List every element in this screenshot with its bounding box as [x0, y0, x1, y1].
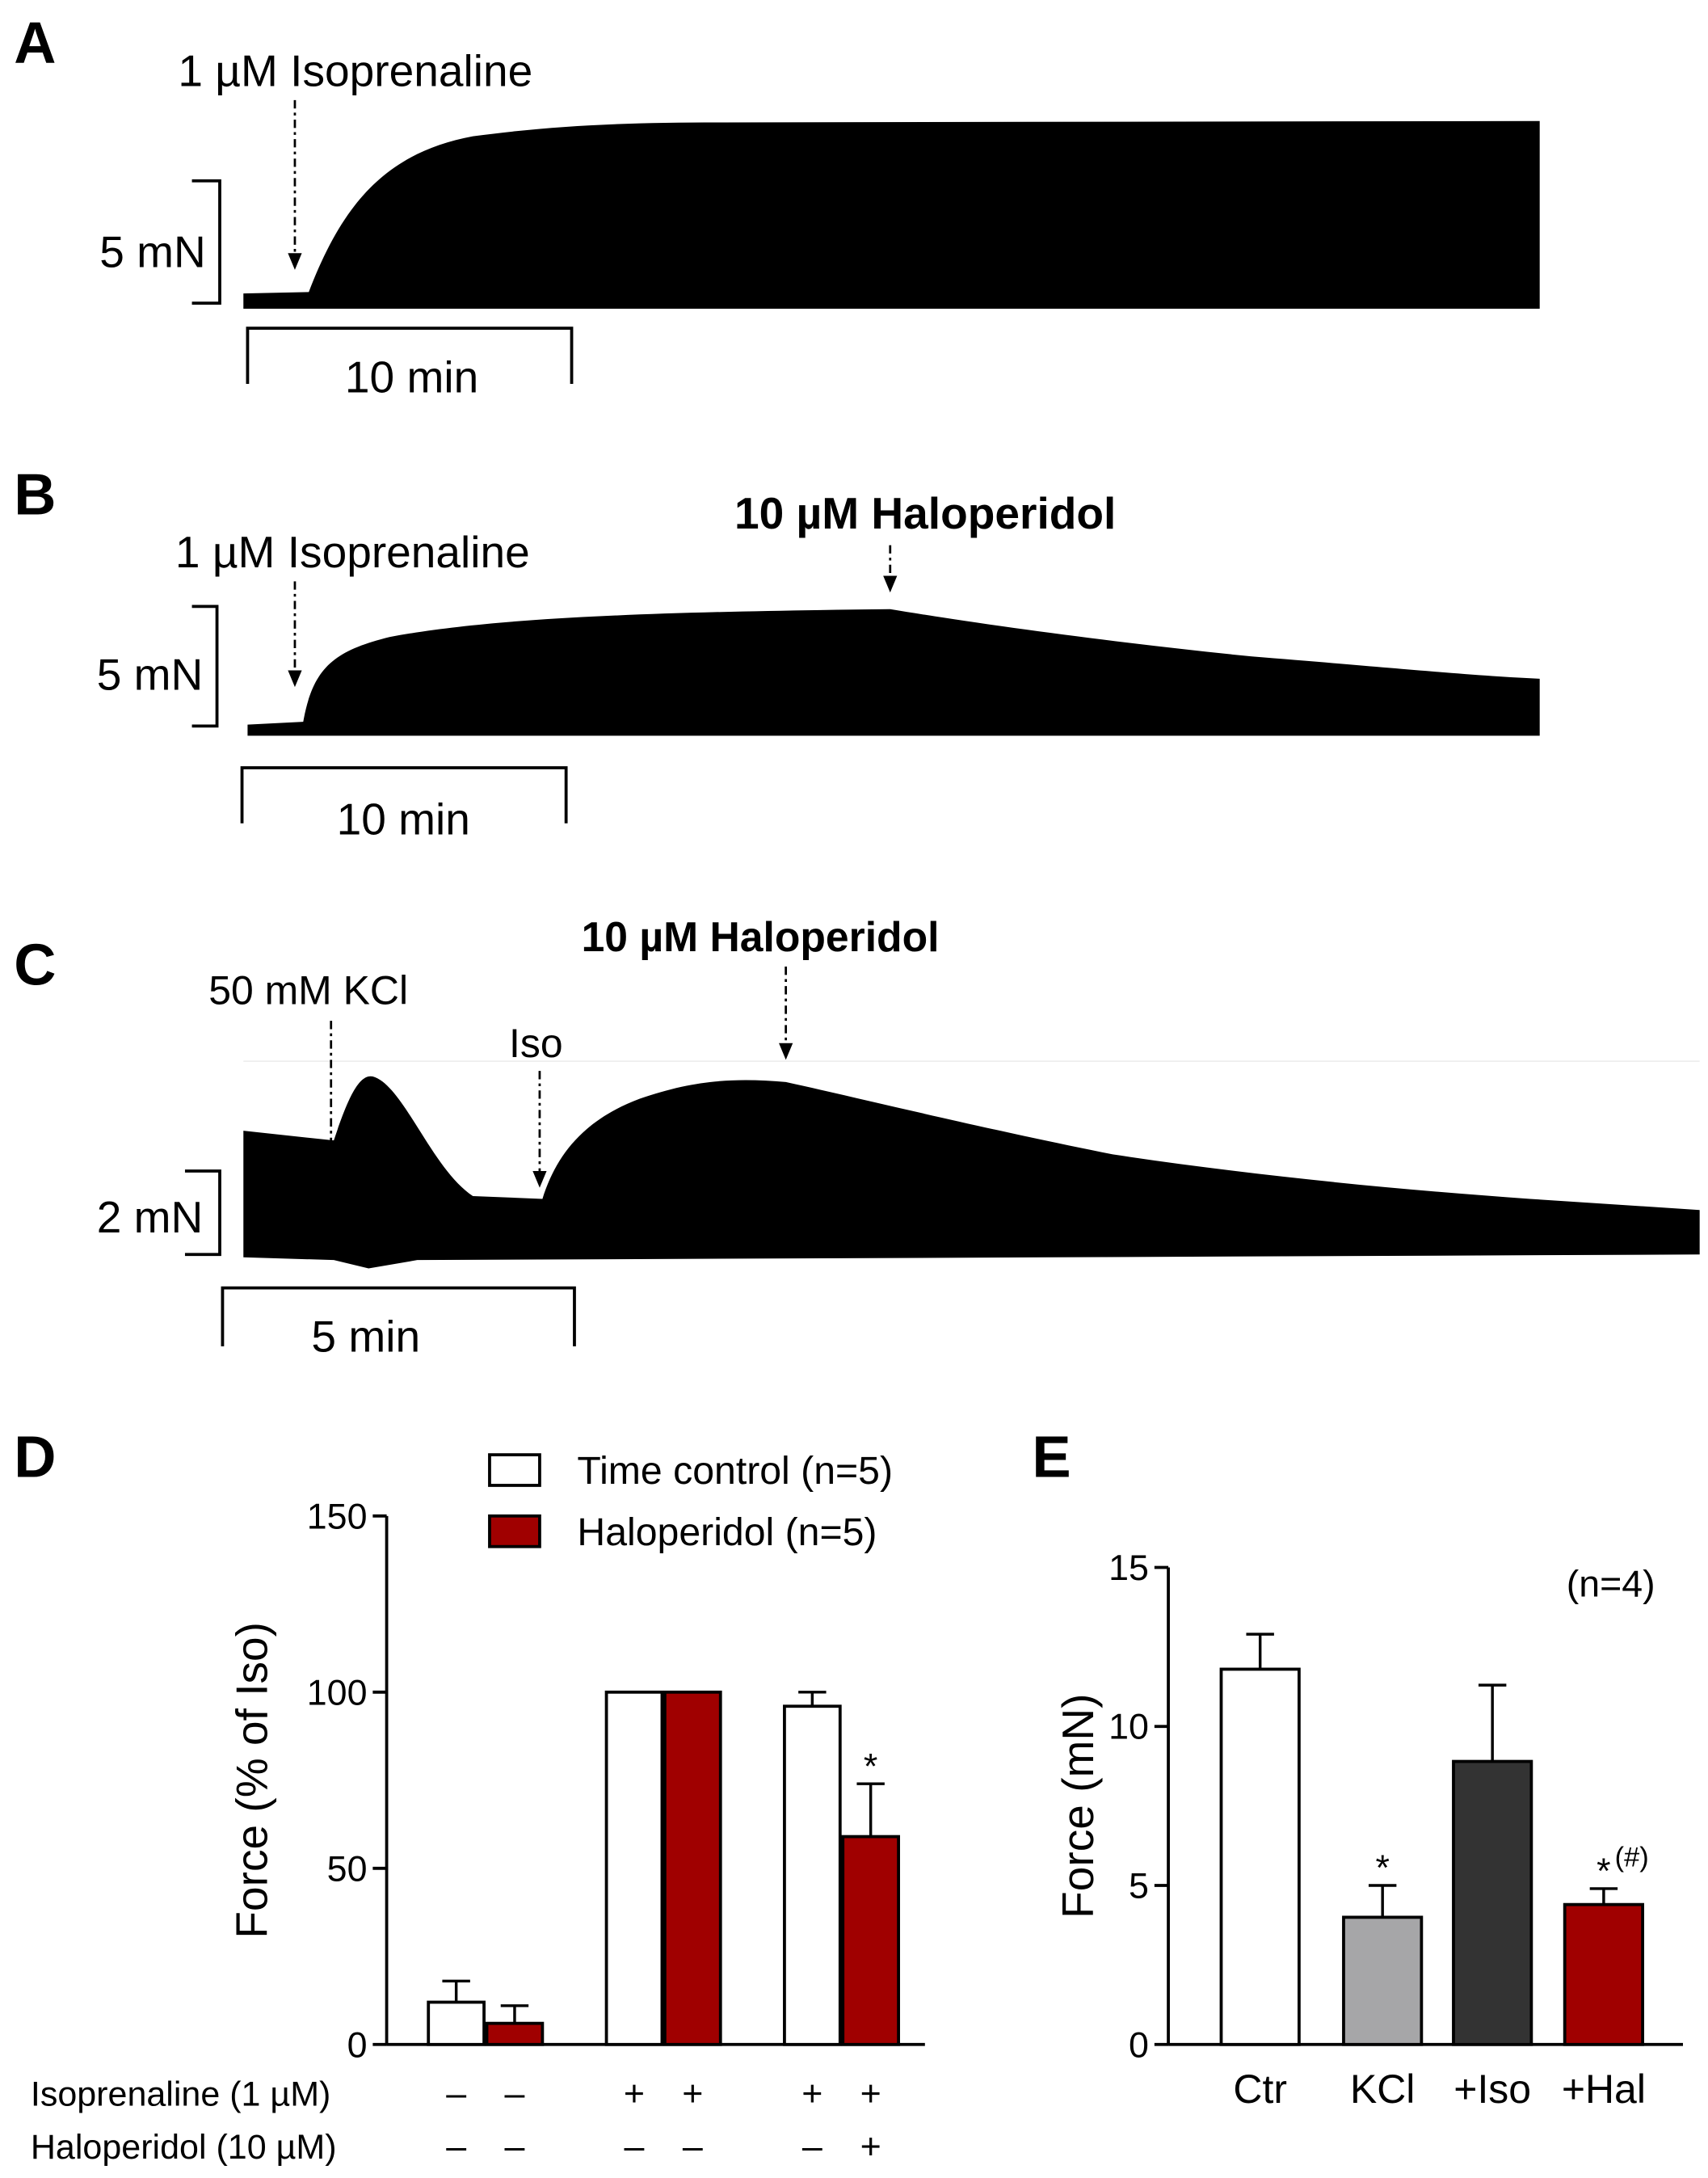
- scale-bar: [221, 1286, 576, 1346]
- annotation: 1 µM Isoprenaline: [178, 46, 532, 96]
- bar: [485, 2021, 545, 2046]
- arrow-head: [288, 253, 302, 270]
- condition-sign: –: [446, 2126, 466, 2167]
- bar: [841, 1835, 900, 2046]
- condition-sign: –: [446, 2074, 466, 2114]
- y-tick-label: 100: [307, 1672, 368, 1712]
- legend-swatch: [488, 1453, 541, 1487]
- significance-mark: *: [864, 1746, 877, 1786]
- bar: [663, 1690, 722, 2046]
- bar: [1563, 1902, 1644, 2046]
- x-tick-label: +Hal: [1562, 2066, 1646, 2112]
- panel-a: A 1 µM Isoprenaline 5 mN 10 min: [14, 11, 1540, 402]
- scale-label: 5 min: [311, 1312, 420, 1362]
- annotation: 50 mM KCl: [208, 968, 408, 1013]
- sample-note: (n=4): [1567, 1563, 1655, 1605]
- condition-sign: +: [682, 2074, 703, 2114]
- panel-letter: A: [14, 11, 56, 75]
- condition-label: Isoprenaline (1 µM): [31, 2075, 331, 2114]
- annotation: 10 µM Haloperidol: [734, 488, 1116, 538]
- scale-label: 5 mN: [99, 226, 206, 276]
- annotation: 10 µM Haloperidol: [582, 913, 940, 960]
- bar: [427, 2000, 486, 2046]
- significance-superscript: (#): [1615, 1842, 1649, 1873]
- bar: [783, 1704, 842, 2046]
- condition-sign: –: [505, 2126, 525, 2167]
- scale-label: 2 mN: [97, 1192, 204, 1242]
- condition-sign: +: [801, 2074, 822, 2114]
- panel-letter: E: [1032, 1426, 1071, 1490]
- y-tick-label: 15: [1109, 1548, 1149, 1588]
- panel-letter: C: [14, 933, 56, 997]
- condition-sign: +: [860, 2126, 881, 2167]
- y-tick-label: 5: [1129, 1866, 1149, 1906]
- arrow-head: [288, 670, 302, 688]
- legend-swatch: [488, 1514, 541, 1548]
- panel-b: B 1 µM Isoprenaline 10 µM Haloperidol 5 …: [14, 463, 1540, 845]
- bar: [1342, 1915, 1424, 2046]
- y-tick-label: 10: [1109, 1707, 1149, 1747]
- x-tick-label: Ctr: [1233, 2066, 1287, 2112]
- arrow-head: [883, 575, 898, 593]
- scale-label: 10 min: [337, 794, 470, 845]
- x-tick-label: KCl: [1350, 2066, 1415, 2112]
- panel-letter: B: [14, 463, 56, 528]
- bar: [1219, 1667, 1301, 2046]
- y-axis-label: Force (% of Iso): [227, 1622, 277, 1939]
- y-tick-label: 50: [327, 1848, 368, 1889]
- y-tick-label: 150: [307, 1496, 368, 1536]
- scale-bar: [191, 605, 219, 728]
- arrow-head: [779, 1043, 793, 1060]
- force-trace: [243, 1076, 1700, 1269]
- panel-c: C 50 mM KCl Iso 10 µM Haloperidol 2 mN 5…: [14, 913, 1700, 1362]
- scale-bar: [184, 1169, 221, 1257]
- bar-chart: D Force (% of Iso) 0 50 100 150 Time control (…: [14, 1426, 925, 2167]
- bar: [604, 1690, 664, 2046]
- force-trace: [243, 120, 1540, 310]
- x-tick-label: +Iso: [1453, 2066, 1531, 2112]
- scale-bar: [191, 179, 221, 305]
- condition-sign: –: [802, 2126, 822, 2167]
- condition-sign: –: [683, 2126, 703, 2167]
- y-axis-label: Force (mN): [1053, 1693, 1103, 1918]
- significance-mark: *: [1597, 1851, 1610, 1891]
- legend-label: Time control (n=5): [577, 1449, 893, 1493]
- y-tick-label: 0: [1129, 2024, 1149, 2065]
- bar: [1452, 1759, 1533, 2046]
- annotation: Iso: [509, 1021, 563, 1066]
- condition-sign: +: [860, 2074, 881, 2114]
- scale-label: 5 mN: [97, 650, 204, 700]
- panel-letter: D: [14, 1426, 56, 1490]
- legend-label: Haloperidol (n=5): [577, 1510, 877, 1554]
- scale-bar: [246, 326, 574, 384]
- arrow-head: [532, 1171, 547, 1188]
- condition-sign: –: [625, 2126, 645, 2167]
- annotation: 1 µM Isoprenaline: [175, 527, 530, 577]
- y-tick-label: 0: [347, 2024, 368, 2065]
- condition-sign: +: [624, 2074, 645, 2114]
- force-trace: [247, 609, 1540, 736]
- significance-mark: *: [1375, 1847, 1389, 1888]
- condition-sign: –: [505, 2074, 525, 2114]
- scale-bar: [240, 766, 568, 824]
- condition-label: Haloperidol (10 µM): [31, 2128, 337, 2167]
- scale-label: 10 min: [345, 352, 478, 402]
